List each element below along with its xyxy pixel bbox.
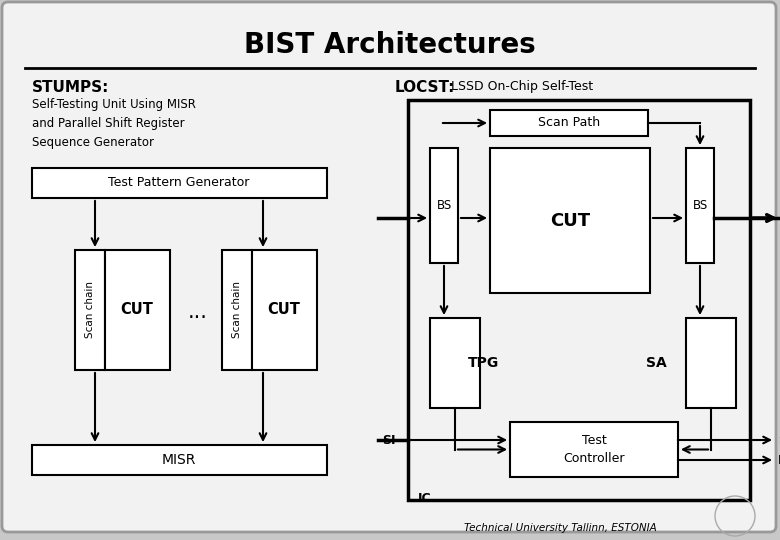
Text: STUMPS:: STUMPS: xyxy=(32,80,109,95)
Bar xyxy=(252,250,317,370)
Text: Self-Testing Unit Using MISR
and Parallel Shift Register
Sequence Generator: Self-Testing Unit Using MISR and Paralle… xyxy=(32,98,196,149)
Text: IC: IC xyxy=(418,492,431,505)
Bar xyxy=(105,250,170,370)
Text: Scan Path: Scan Path xyxy=(538,117,600,130)
Text: CUT: CUT xyxy=(268,302,300,318)
Bar xyxy=(32,445,327,475)
Text: Test
Controller: Test Controller xyxy=(563,434,625,465)
Bar xyxy=(686,148,714,263)
Bar xyxy=(490,110,648,136)
Text: CUT: CUT xyxy=(550,212,590,230)
Text: Scan chain: Scan chain xyxy=(232,281,242,339)
Text: Test Pattern Generator: Test Pattern Generator xyxy=(108,177,250,190)
Text: SO: SO xyxy=(778,434,780,447)
Text: LOCST:: LOCST: xyxy=(395,80,456,95)
Bar xyxy=(686,318,736,408)
Text: SI: SI xyxy=(382,434,396,447)
Text: BS: BS xyxy=(436,199,452,212)
Bar xyxy=(75,250,105,370)
Text: ...: ... xyxy=(188,302,208,322)
Bar xyxy=(430,148,458,263)
Text: BS: BS xyxy=(693,199,707,212)
Bar xyxy=(510,422,678,477)
Text: LSSD On-Chip Self-Test: LSSD On-Chip Self-Test xyxy=(447,80,593,93)
Bar xyxy=(222,250,252,370)
Text: BIST Architectures: BIST Architectures xyxy=(244,31,536,59)
Text: SA: SA xyxy=(646,356,666,370)
Text: TPG: TPG xyxy=(467,356,498,370)
Bar xyxy=(408,100,750,500)
Bar xyxy=(430,318,480,408)
Text: MISR: MISR xyxy=(161,453,197,467)
Bar xyxy=(32,168,327,198)
FancyBboxPatch shape xyxy=(2,2,776,532)
Text: Scan chain: Scan chain xyxy=(85,281,95,339)
Bar xyxy=(490,148,650,293)
Text: Technical University Tallinn, ESTONIA: Technical University Tallinn, ESTONIA xyxy=(463,523,657,533)
Text: Error: Error xyxy=(778,454,780,467)
Text: CUT: CUT xyxy=(121,302,154,318)
